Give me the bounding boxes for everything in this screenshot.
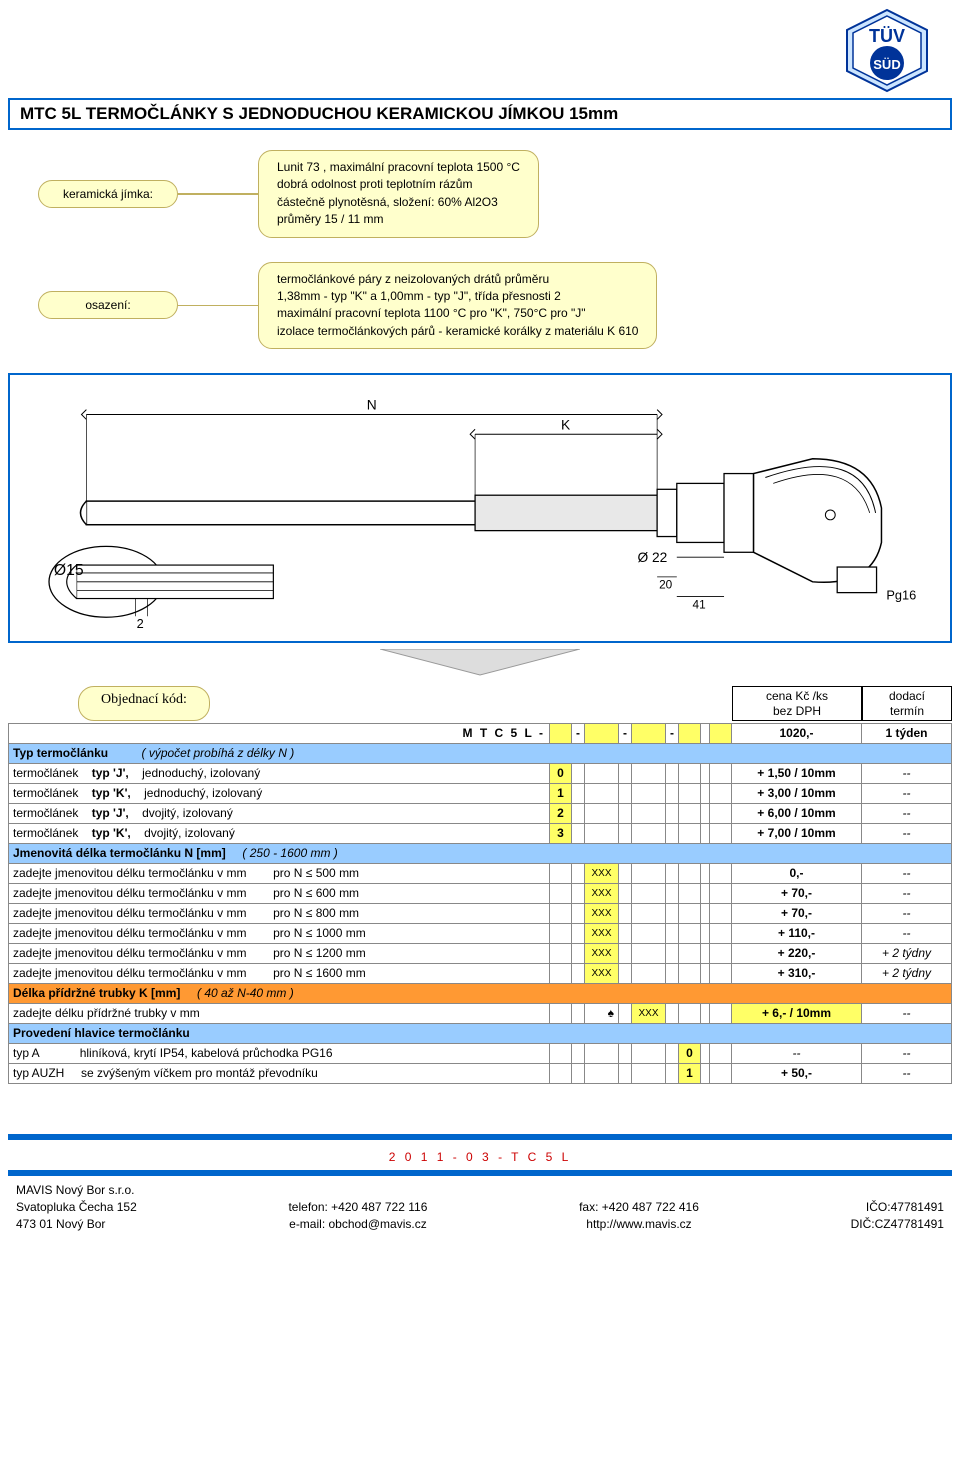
order-header: Objednací kód: cena Kč /ksbez DPH dodací… <box>8 686 952 721</box>
tuv-logo: TÜV SÜD <box>842 8 932 93</box>
svg-text:N: N <box>367 398 377 413</box>
table-row: zadejte délku přídržné trubky v mm ♠ XXX… <box>9 1003 952 1023</box>
footer-contact-1: telefon: +420 487 722 116 e-mail: obchod… <box>288 1182 427 1232</box>
svg-text:SÜD: SÜD <box>873 57 900 72</box>
table-row: zadejte jmenovitou délku termočlánku v m… <box>9 963 952 983</box>
connector-line <box>178 305 258 307</box>
connector-line <box>178 193 258 195</box>
svg-text:TÜV: TÜV <box>869 26 905 46</box>
info-line: průměry 15 / 11 mm <box>277 211 520 228</box>
page-title-bar: MTC 5L TERMOČLÁNKY S JEDNODUCHOU KERAMIC… <box>8 98 952 130</box>
page-title: MTC 5L TERMOČLÁNKY S JEDNODUCHOU KERAMIC… <box>20 104 618 123</box>
table-row: termočlánek typ 'J', dvojitý, izolovaný … <box>9 803 952 823</box>
info-box-jimka: Lunit 73 , maximální pracovní teplota 15… <box>258 150 539 238</box>
label-osazeni: osazení: <box>38 291 178 319</box>
table-row: zadejte jmenovitou délku termočlánku v m… <box>9 923 952 943</box>
info-line: izolace termočlánkových párů - keramické… <box>277 323 638 340</box>
footer-ids: IČO:47781491 DIČ:CZ47781491 <box>851 1182 944 1232</box>
footer-company: MAVIS Nový Bor s.r.o. Svatopluka Čecha 1… <box>16 1182 137 1232</box>
footer: 2 0 1 1 - 0 3 - T C 5 L MAVIS Nový Bor s… <box>8 1134 952 1232</box>
delivery-header: dodacítermín <box>862 686 952 721</box>
table-row: zadejte jmenovitou délku termočlánku v m… <box>9 943 952 963</box>
svg-text:2: 2 <box>137 616 144 631</box>
price-header: cena Kč /ksbez DPH <box>732 686 862 721</box>
svg-text:Ø15: Ø15 <box>54 562 84 579</box>
table-row: typ AUZH se zvýšeným víčkem pro montáž p… <box>9 1063 952 1083</box>
info-row-2: osazení: termočlánkové páry z neizolovan… <box>38 262 952 350</box>
info-line: dobrá odolnost proti teplotním rázům <box>277 176 520 193</box>
svg-text:K: K <box>561 417 571 432</box>
info-line: Lunit 73 , maximální pracovní teplota 15… <box>277 159 520 176</box>
svg-text:41: 41 <box>693 597 706 611</box>
svg-text:Ø 22: Ø 22 <box>637 550 667 565</box>
table-row: zadejte jmenovitou délku termočlánku v m… <box>9 903 952 923</box>
section-tube: Délka přídržné trubky K [mm] ( 40 až N-4… <box>9 983 952 1003</box>
info-line: maximální pracovní teplota 1100 °C pro "… <box>277 305 638 322</box>
table-row: termočlánek typ 'J', jednoduchý, izolova… <box>9 763 952 783</box>
table-row: termočlánek typ 'K', jednoduchý, izolova… <box>9 783 952 803</box>
svg-text:Pg16: Pg16 <box>886 588 916 603</box>
info-box-osazeni: termočlánkové páry z neizolovaných drátů… <box>258 262 657 350</box>
svg-text:20: 20 <box>659 578 673 592</box>
table-row: zadejte jmenovitou délku termočlánku v m… <box>9 863 952 883</box>
logo-area: TÜV SÜD <box>8 8 952 98</box>
footer-code: 2 0 1 1 - 0 3 - T C 5 L <box>8 1142 952 1168</box>
label-jimka: keramická jímka: <box>38 180 178 208</box>
info-line: 1,38mm - typ "K" a 1,00mm - typ "J", tří… <box>277 288 638 305</box>
mtc-row: M T C 5 L - - - - 1020,- 1 týden <box>9 723 952 743</box>
section-length: Jmenovitá délka termočlánku N [mm] ( 250… <box>9 843 952 863</box>
info-line: částečně plynotěsná, složení: 60% Al2O3 <box>277 194 520 211</box>
table-row: zadejte jmenovitou délku termočlánku v m… <box>9 883 952 903</box>
table-row: typ A hliníková, krytí IP54, kabelová pr… <box>9 1043 952 1063</box>
info-row-1: keramická jímka: Lunit 73 , maximální pr… <box>38 150 952 238</box>
section-type: Typ termočlánku ( výpočet probíhá z délk… <box>9 743 952 763</box>
footer-contact-2: fax: +420 487 722 416 http://www.mavis.c… <box>579 1182 699 1232</box>
technical-diagram: N K Pg16 Ø 22 20 41 <box>8 373 952 643</box>
order-table: M T C 5 L - - - - 1020,- 1 týden Typ ter… <box>8 723 952 1084</box>
info-line: termočlánkové páry z neizolovaných drátů… <box>277 271 638 288</box>
table-row: termočlánek typ 'K', dvojitý, izolovaný … <box>9 823 952 843</box>
arrow-down-icon <box>8 649 952 680</box>
section-head: Provedení hlavice termočlánku <box>9 1023 952 1043</box>
order-code-label: Objednací kód: <box>78 686 210 721</box>
